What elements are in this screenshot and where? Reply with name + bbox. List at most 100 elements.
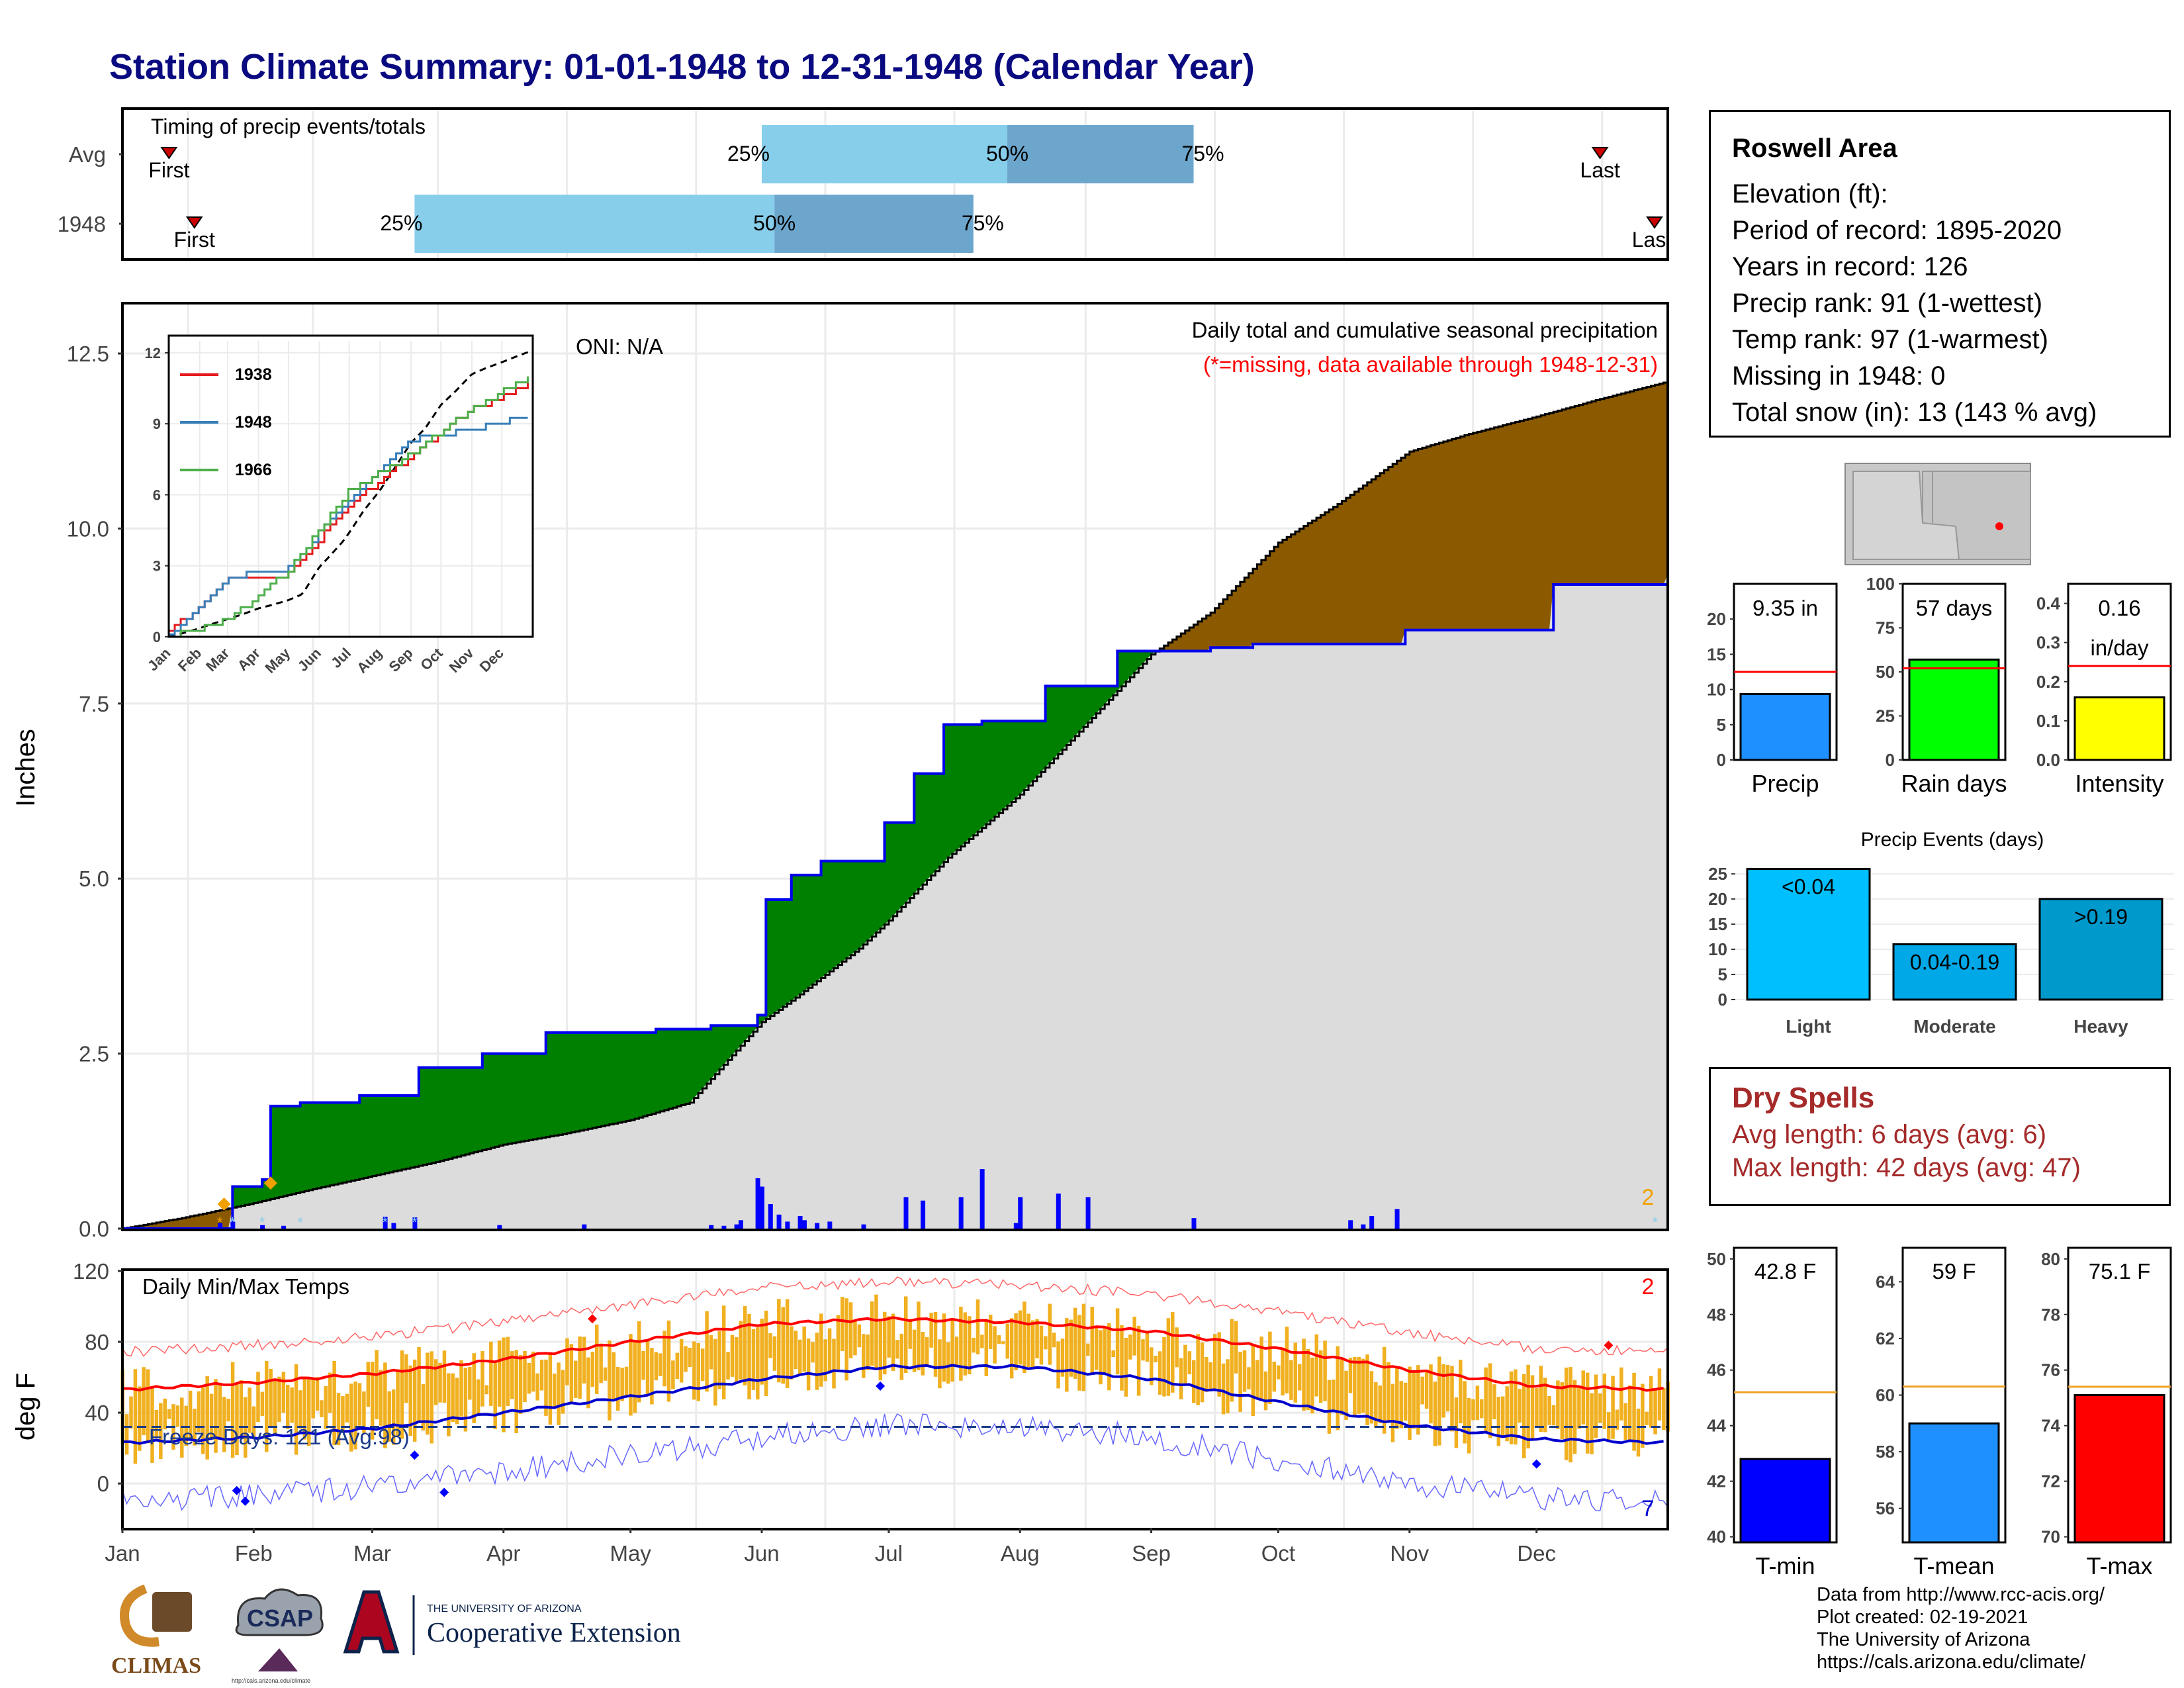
precip-below-avg bbox=[1663, 382, 1668, 585]
temp-daily-bar bbox=[1145, 1331, 1150, 1362]
precip-below-avg bbox=[1642, 388, 1647, 585]
precip-below-avg bbox=[139, 1225, 144, 1229]
temp-daily-bar bbox=[1166, 1318, 1171, 1396]
precip-above-avg bbox=[960, 724, 966, 847]
precip-above-avg bbox=[330, 1102, 335, 1186]
precip-above-avg bbox=[283, 1105, 289, 1196]
temp-daily-bar bbox=[1115, 1308, 1120, 1375]
temp-daily-bar bbox=[256, 1372, 260, 1423]
temp-summary-ytick-label: 80 bbox=[2041, 1249, 2060, 1269]
temp-daily-bar bbox=[1293, 1342, 1298, 1403]
summary-bar bbox=[1908, 658, 2000, 761]
precip-daily-bar bbox=[383, 1217, 388, 1229]
temp-daily-bar bbox=[1255, 1360, 1259, 1398]
precip-daily-bar bbox=[582, 1224, 587, 1229]
precip-below-avg bbox=[1418, 449, 1423, 630]
temp-record-marker bbox=[240, 1496, 250, 1506]
precip-daily-bar bbox=[230, 1221, 236, 1229]
temp-daily-bar bbox=[248, 1387, 251, 1433]
precip-below-avg bbox=[1583, 403, 1588, 585]
temp-daily-bar bbox=[1044, 1336, 1048, 1350]
temp-daily-bar bbox=[235, 1383, 239, 1456]
precip-above-avg bbox=[312, 1102, 318, 1190]
precip-base-area bbox=[122, 574, 1668, 1229]
precip-events-chart: Precip Events (days) 0 5 10 15 20 25 <0.04 Light… bbox=[1708, 829, 2174, 1037]
precip-daily-bar bbox=[412, 1217, 418, 1229]
temp-xtick-label: Mar bbox=[353, 1541, 391, 1566]
precip-below-avg bbox=[1612, 395, 1617, 585]
precip-above-avg bbox=[1015, 721, 1021, 798]
precip-above-avg bbox=[279, 1105, 284, 1197]
temp-summary-value: 59 F bbox=[1932, 1259, 1976, 1284]
temp-daily-bar bbox=[1226, 1359, 1230, 1414]
precip-above-avg bbox=[520, 1053, 525, 1142]
precip-daily-bar bbox=[958, 1197, 964, 1229]
dry-spells-avg: Avg length: 6 days (avg: 6) bbox=[1732, 1120, 2047, 1149]
temp-daily-bar bbox=[320, 1400, 324, 1417]
temp-xtick-label: Nov bbox=[1390, 1541, 1429, 1566]
precip-below-avg bbox=[169, 1220, 174, 1229]
temp-daily-bar bbox=[841, 1297, 844, 1351]
precip-above-avg bbox=[973, 724, 978, 835]
precip-above-avg bbox=[1066, 686, 1071, 745]
temp-daily-bar bbox=[451, 1373, 455, 1423]
temp-daily-bar bbox=[666, 1320, 671, 1402]
precip-below-avg bbox=[1265, 555, 1271, 644]
temp-daily-bar bbox=[1196, 1334, 1200, 1405]
temp-daily-bar bbox=[205, 1376, 209, 1460]
temp-daily-bar bbox=[1390, 1383, 1395, 1442]
temp-daily-bar bbox=[553, 1374, 557, 1409]
precip-above-avg bbox=[719, 1025, 725, 1070]
temp-daily-bar bbox=[862, 1334, 866, 1378]
temp-daily-bar bbox=[396, 1369, 400, 1437]
precip-above-avg bbox=[651, 1032, 657, 1114]
precip-above-avg bbox=[368, 1096, 373, 1178]
temp-daily-bar bbox=[1310, 1357, 1314, 1414]
precip-above-avg bbox=[1050, 686, 1054, 763]
temp-daily-bar bbox=[133, 1369, 138, 1464]
precip-above-avg bbox=[304, 1102, 310, 1192]
precip-above-avg bbox=[473, 1067, 478, 1152]
temp-summary-ytick-label: 46 bbox=[1707, 1360, 1726, 1380]
precip-above-avg bbox=[698, 1029, 704, 1094]
precip-above-avg bbox=[617, 1032, 623, 1123]
temp-daily-bar bbox=[700, 1348, 705, 1382]
precip-above-avg bbox=[393, 1096, 398, 1172]
temp-yticks: 0 40 80 120 bbox=[73, 1259, 122, 1496]
temp-daily-bar bbox=[472, 1353, 476, 1423]
timing-q50-label: 50% bbox=[986, 142, 1028, 165]
temp-daily-bar bbox=[163, 1398, 167, 1430]
precip-above-avg bbox=[715, 1025, 720, 1074]
precip-below-avg bbox=[1375, 476, 1381, 644]
temp-daily-bar bbox=[408, 1365, 413, 1436]
precip-above-avg bbox=[863, 861, 868, 945]
temp-daily-bar bbox=[1107, 1323, 1111, 1391]
temp-daily-bar bbox=[1132, 1317, 1136, 1356]
temp-xtick-label: Oct bbox=[1261, 1541, 1295, 1566]
credit-data-source: Data from http://www.rcc-acis.org/ bbox=[1817, 1584, 2105, 1605]
temp-daily-bar bbox=[1429, 1364, 1433, 1424]
inset-frame bbox=[167, 334, 534, 638]
temp-daily-bar bbox=[1242, 1350, 1247, 1392]
temp-ytick-label: 40 bbox=[85, 1401, 109, 1425]
precip-below-avg bbox=[190, 1216, 195, 1229]
temp-daily-bar bbox=[341, 1396, 345, 1431]
temp-daily-bar bbox=[1501, 1396, 1505, 1436]
precip-above-avg bbox=[1079, 686, 1084, 732]
info-snow: Total snow (in): 13 (143 % avg) bbox=[1732, 398, 2097, 427]
temp-daily-bar bbox=[963, 1312, 968, 1376]
temp-summary-ytick-label: 60 bbox=[1876, 1385, 1895, 1405]
precip-above-avg bbox=[749, 1025, 754, 1037]
temp-daily-bar bbox=[426, 1352, 430, 1435]
temp-daily-bar bbox=[391, 1389, 396, 1445]
precip-above-avg bbox=[774, 899, 780, 1013]
precip-above-avg bbox=[1105, 686, 1110, 705]
dry-spells-max: Max length: 42 days (avg: 47) bbox=[1732, 1153, 2081, 1182]
precip-below-avg bbox=[1490, 428, 1495, 630]
temp-count-low: 7 bbox=[1642, 1496, 1655, 1521]
temp-daily-bar bbox=[1234, 1321, 1238, 1374]
temp-daily-bar bbox=[1543, 1378, 1547, 1432]
precip-above-avg bbox=[799, 874, 805, 995]
precip-below-avg bbox=[1333, 506, 1338, 644]
precip-above-avg bbox=[711, 1025, 716, 1079]
